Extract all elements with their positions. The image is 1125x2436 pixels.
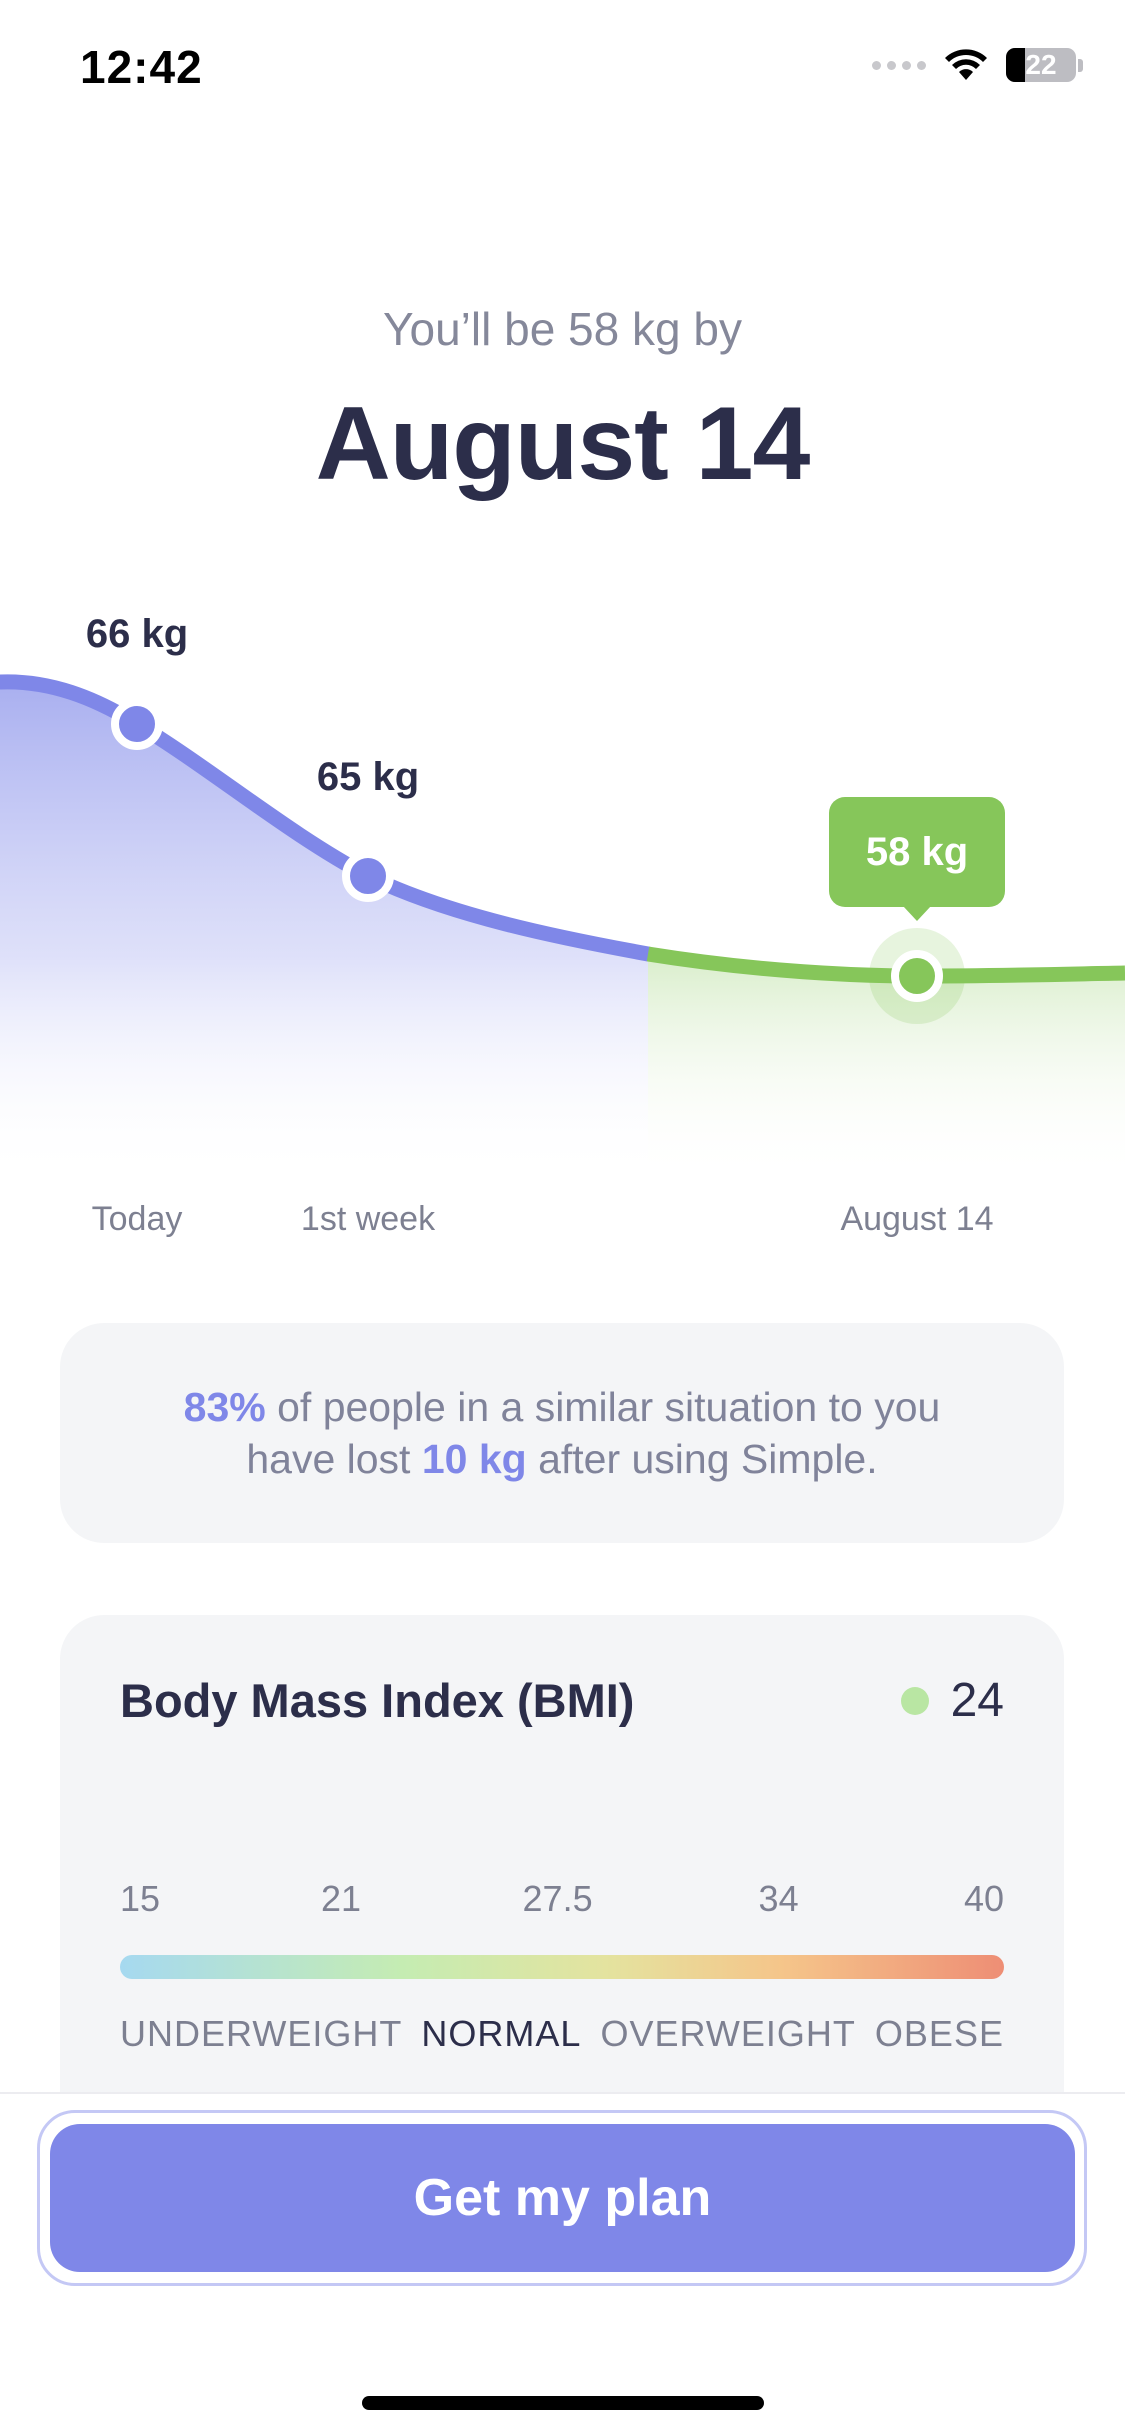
goal-point: [891, 950, 943, 1002]
get-my-plan-button[interactable]: Get my plan: [50, 2124, 1075, 2272]
bmi-gradient-bar: [120, 1955, 1004, 1979]
weight-projection-chart: 66 kg 65 kg 58 kg Today 1st week August …: [0, 600, 1125, 1260]
status-time: 12:42: [80, 41, 203, 93]
week-point: [342, 850, 394, 902]
battery-level: 22: [1025, 49, 1057, 80]
battery-icon: 22: [1006, 48, 1076, 82]
bottom-action-bar: Get my plan: [0, 2092, 1125, 2436]
bmi-tick: 21: [320, 1878, 362, 1919]
bmi-status-dot-icon: [900, 1686, 929, 1715]
weight-lost-amount: 10 kg: [421, 1436, 527, 1482]
bmi-category-obese: OBESE: [874, 2013, 1004, 2054]
bmi-category-overweight: OVERWEIGHT: [600, 2013, 856, 2054]
cta-focus-ring: [37, 2110, 1087, 2286]
social-proof-card: 83% of people in a similar situation to …: [60, 1323, 1064, 1543]
bmi-value-group: 24: [900, 1673, 1004, 1728]
goal-area: [648, 954, 1125, 1180]
bmi-tick: 15: [120, 1878, 161, 1919]
bmi-scale-ticks: 15 21 27.5 34 40: [120, 1878, 1004, 1922]
goal-date-title: August 14: [315, 386, 811, 502]
x-label-today: Today: [91, 1200, 183, 1238]
goal-weight-tag: 58 kg: [829, 797, 1005, 921]
status-bar: 12:42 22: [0, 0, 1125, 140]
bmi-categories: UNDERWEIGHT NORMAL OVERWEIGHT OBESE: [120, 2013, 1004, 2055]
home-indicator[interactable]: [362, 2396, 764, 2410]
success-percent: 83%: [183, 1384, 266, 1430]
wifi-icon: [945, 49, 987, 80]
bmi-tick: 27.5: [522, 1878, 593, 1919]
bmi-tick: 40: [963, 1878, 1004, 1919]
today-weight-label: 66 kg: [85, 612, 189, 656]
x-label-goal: August 14: [840, 1200, 994, 1238]
status-icons: 22: [872, 48, 1083, 82]
goal-subtitle: You’ll be 58 kg by: [383, 303, 742, 355]
bmi-tick: 34: [758, 1878, 799, 1919]
bmi-card: Body Mass Index (BMI) 24 15 21 27.5 34 4…: [60, 1615, 1064, 2115]
today-point: [111, 698, 163, 750]
progress-line: [0, 674, 656, 962]
bmi-category-underweight: UNDERWEIGHT: [120, 2013, 403, 2054]
bmi-value: 24: [950, 1674, 1004, 1727]
social-proof-text: 83% of people in a similar situation to …: [183, 1384, 941, 1482]
week-weight-label: 65 kg: [316, 755, 420, 799]
x-label-week: 1st week: [300, 1200, 436, 1238]
cellular-signal-icon: [872, 60, 926, 70]
chart-graphic: [0, 674, 1125, 1180]
bmi-category-normal: NORMAL: [421, 2013, 582, 2054]
bmi-title: Body Mass Index (BMI): [120, 1674, 635, 1727]
progress-area: [0, 681, 648, 1180]
